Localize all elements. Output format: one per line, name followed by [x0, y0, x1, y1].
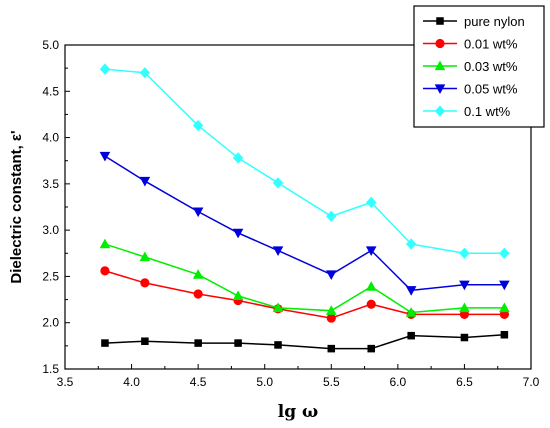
x-tick-label: 4.0: [123, 375, 140, 389]
y-tick-label: 3.0: [42, 223, 59, 237]
data-point: [194, 339, 202, 347]
series-4: [99, 63, 510, 259]
data-point: [459, 247, 470, 259]
data-point: [499, 247, 510, 259]
data-point: [234, 339, 242, 347]
legend-marker: [434, 105, 446, 117]
series-2: [99, 238, 510, 317]
series-line: [104, 155, 505, 292]
data-point: [100, 266, 110, 276]
x-tick-label: 5.0: [256, 375, 273, 389]
data-point: [459, 302, 470, 313]
legend-label: pure nylon: [464, 14, 525, 29]
data-point: [500, 330, 509, 339]
data-point: [499, 280, 510, 291]
data-point: [326, 313, 336, 323]
data-point: [365, 281, 377, 291]
y-tick-label: 4.0: [42, 131, 59, 145]
data-point: [272, 302, 284, 313]
data-point: [272, 246, 284, 256]
data-point: [326, 210, 337, 222]
x-tick-label: 6.5: [456, 375, 473, 389]
data-point: [366, 196, 377, 209]
data-point: [232, 152, 244, 164]
x-tick-label: 6.0: [390, 375, 407, 389]
y-axis-label: Dielectric constant, ε': [8, 130, 25, 283]
data-point: [99, 151, 111, 162]
data-point: [193, 289, 203, 299]
data-point: [101, 339, 109, 347]
data-point: [406, 238, 417, 250]
data-point: [192, 119, 204, 132]
series-line: [104, 334, 505, 350]
x-axis-label: lg ω: [278, 402, 318, 422]
data-point: [139, 176, 151, 187]
legend-label: 0.01 wt%: [464, 37, 518, 52]
data-point: [99, 238, 111, 249]
y-tick-label: 3.5: [42, 177, 59, 191]
data-point: [459, 280, 470, 291]
data-point: [140, 278, 150, 288]
data-point: [499, 302, 510, 313]
legend-marker: [436, 17, 444, 25]
data-point: [365, 246, 377, 256]
data-point: [366, 299, 376, 309]
series-1: [100, 266, 509, 323]
data-point: [232, 290, 244, 301]
series-3: [99, 151, 510, 296]
x-tick-label: 4.5: [190, 375, 207, 389]
data-point: [327, 344, 336, 353]
data-point: [141, 337, 149, 345]
data-point: [405, 286, 417, 296]
data-point: [272, 177, 284, 189]
legend-marker: [434, 84, 446, 94]
x-tick-label: 5.5: [323, 375, 340, 389]
data-point: [139, 67, 151, 79]
data-point: [99, 63, 111, 75]
legend-label: 0.03 wt%: [464, 59, 518, 74]
x-tick-label: 3.5: [57, 375, 74, 389]
data-point: [405, 307, 417, 317]
y-tick-label: 2.0: [42, 316, 59, 330]
legend-marker: [435, 38, 445, 49]
y-tick-label: 2.5: [42, 269, 59, 283]
legend: pure nylon 0.01 wt% 0.03 wt% 0.05 wt% 0.1 wt…: [413, 5, 545, 128]
y-tick-label: 5.0: [42, 38, 59, 52]
legend-marker: [434, 60, 446, 71]
data-point: [139, 251, 151, 262]
data-point: [232, 228, 244, 239]
series-0: [101, 330, 509, 353]
y-tick-label: 4.5: [42, 84, 59, 98]
x-tick-label: 7.0: [523, 375, 540, 389]
series-line: [104, 243, 505, 314]
legend-label: 0.05 wt%: [464, 82, 518, 97]
data-point: [192, 207, 204, 218]
legend-label: 0.1 wt%: [464, 104, 511, 119]
data-point: [367, 344, 375, 353]
series-layer: [99, 63, 510, 353]
y-tick-label: 1.5: [42, 362, 59, 376]
data-point: [407, 331, 415, 340]
data-point: [460, 333, 469, 342]
series-line: [104, 68, 505, 255]
series-line: [104, 270, 505, 319]
data-point: [274, 341, 282, 349]
axes: 3.5 4.0 4.5 5.0 5.5 6.0 6.5 7.0 1.5 2.0 2.5 3.0 3.5 4…: [42, 38, 539, 389]
data-point: [192, 269, 204, 279]
data-point: [325, 270, 337, 281]
data-point: [325, 305, 337, 315]
